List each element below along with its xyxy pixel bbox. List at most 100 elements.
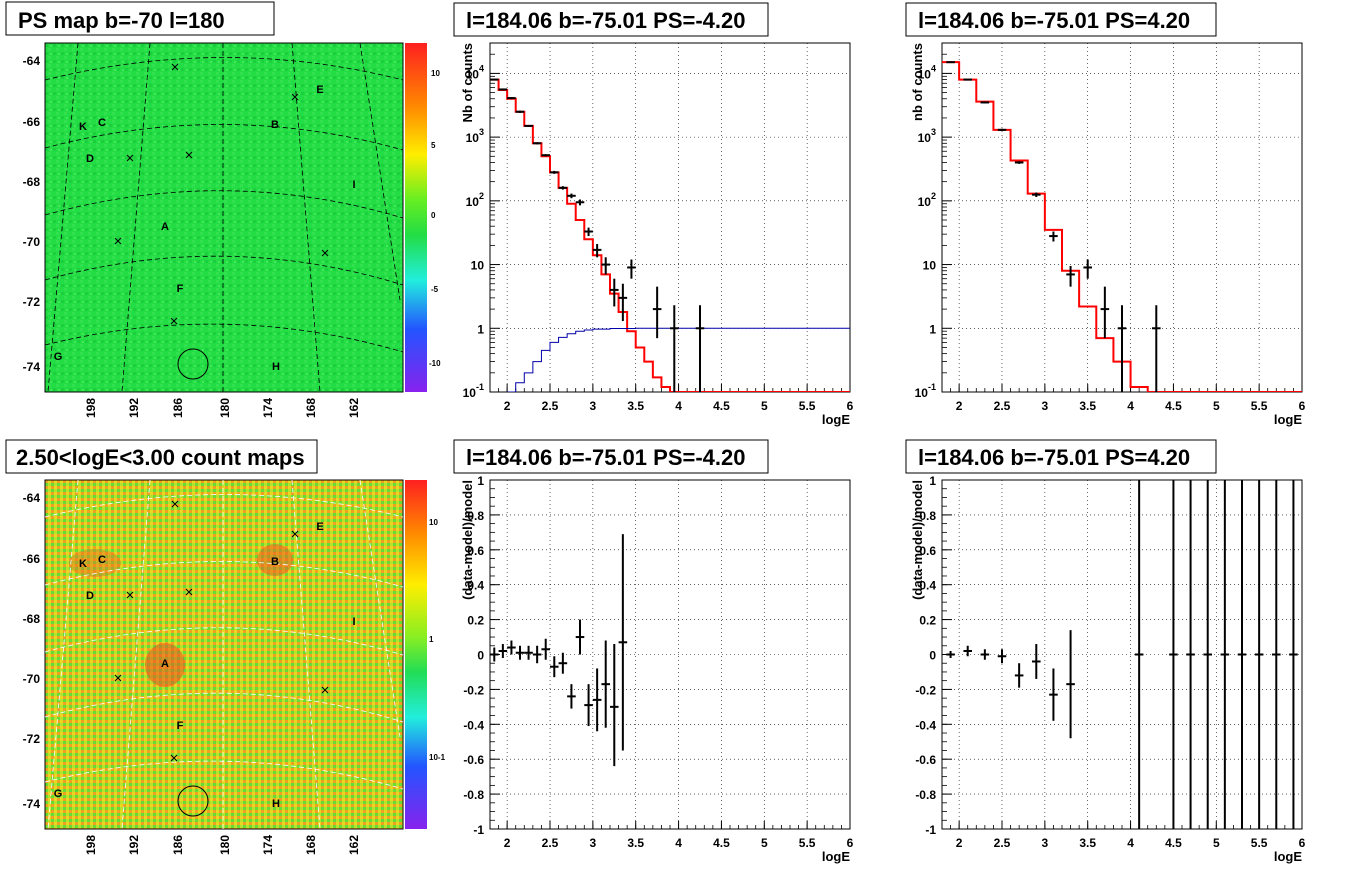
ps-y-tick: -64: [23, 54, 41, 68]
y-axis-label: (data-model)/model: [460, 480, 475, 600]
y-tick-label: -0.6: [463, 753, 484, 767]
cnt-x-tick: 162: [347, 835, 361, 855]
y-tick-label: 1: [929, 474, 936, 488]
y-tick-label: -1: [473, 823, 484, 837]
y-tick-label: 1: [477, 322, 484, 336]
ps-colorbar-tick: 5: [431, 141, 436, 150]
y-tick-label: -0.6: [915, 753, 936, 767]
y-tick-label: 102: [918, 191, 936, 209]
x-tick-label: 3: [1042, 399, 1049, 413]
ps-y-tick: -72: [23, 295, 41, 309]
cnt-y-tick: -66: [23, 552, 41, 566]
ps-colorbar-tick: 10: [431, 69, 440, 78]
source-label: K: [79, 558, 87, 570]
x-tick-label: 6: [1299, 399, 1306, 413]
x-tick-label: 4.5: [1165, 399, 1182, 413]
y-tick-label: 0.8: [467, 509, 484, 523]
ps-colorbar-tick: -5: [431, 285, 439, 294]
count-map-title: 2.50<logE<3.00 count maps: [16, 445, 305, 470]
chart-title: l=184.06 b=-75.01 PS=4.20: [918, 445, 1190, 470]
cnt-colorbar-tick: 1: [429, 635, 434, 644]
x-tick-label: 4: [1127, 399, 1134, 413]
chart-title: l=184.06 b=-75.01 PS=4.20: [918, 8, 1190, 33]
cnt-x-tick: 192: [127, 835, 141, 855]
chart-title-box: [453, 439, 769, 474]
y-tick-label: 10: [923, 259, 937, 273]
x-tick-label: 5.5: [1251, 836, 1268, 850]
residual-chart-ps-pos: l=184.06 b=-75.01 PS=4.20 2 2.5 3 3.5 4 4.5 5 5.…: [905, 439, 1306, 864]
cnt-x-tick: 174: [261, 835, 275, 855]
y-tick-label: 10: [471, 259, 485, 273]
ps-map-target-circle: [177, 348, 209, 380]
ps-map-image: [45, 43, 403, 392]
ps-y-tick: -66: [23, 115, 41, 129]
y-tick-label: 0.4: [467, 579, 484, 593]
model-step-line: [490, 78, 850, 392]
count-map-colorbar: [405, 480, 427, 829]
cnt-colorbar-tick: 10: [429, 518, 438, 527]
ps-colorbar-tick: 0: [431, 211, 436, 220]
x-axis-label: logE: [822, 412, 850, 427]
x-axis-label: logE: [1274, 849, 1302, 864]
x-tick-label: 4: [1127, 836, 1134, 850]
x-tick-label: 3: [1042, 836, 1049, 850]
source-label: D: [86, 153, 94, 165]
chart-title: l=184.06 b=-75.01 PS=-4.20: [466, 445, 745, 470]
source-label: F: [177, 720, 184, 732]
y-tick-label: -0.2: [915, 683, 936, 697]
source-label: C: [98, 117, 106, 129]
y-tick-label: -0.2: [463, 683, 484, 697]
count-map-coordinate-grid: [44, 479, 404, 830]
ps-map-colorbar: [405, 43, 427, 392]
ps-x-tick: 180: [218, 398, 232, 418]
source-label: I: [352, 179, 355, 191]
chart-title-box: [905, 439, 1217, 474]
x-tick-label: 2: [956, 836, 963, 850]
y-tick-label: 103: [466, 127, 484, 145]
cnt-colorbar-tick: 10-1: [429, 753, 446, 762]
ps-map-title-box: [5, 1, 275, 36]
x-tick-label: 5.5: [1251, 399, 1268, 413]
plot-frame: [489, 42, 851, 393]
y-tick-label: -0.8: [915, 788, 936, 802]
x-tick-label: 3: [590, 399, 597, 413]
ps-map-x-axis: 198 192 186 180 174 168 162: [84, 398, 361, 418]
source-label: K: [79, 121, 87, 133]
ps-map-crosses: [114, 63, 329, 325]
x-tick-label: 3.5: [627, 399, 644, 413]
y-tick-label: 0.2: [467, 614, 484, 628]
x-tick-label: 6: [1299, 836, 1306, 850]
source-label: B: [271, 119, 279, 131]
count-map-title-box: [5, 439, 318, 474]
spectrum-chart-ps-pos: l=184.06 b=-75.01 PS=4.20 2 2.5 3 3.5 4 4.5 5 5.…: [905, 2, 1306, 427]
source-label: E: [316, 84, 323, 96]
x-tick-label: 2.5: [542, 836, 559, 850]
ps-x-tick: 168: [304, 398, 318, 418]
y-tick-label: 10-1: [915, 382, 936, 400]
cnt-y-tick: -68: [23, 612, 41, 626]
chart-title: l=184.06 b=-75.01 PS=-4.20: [466, 8, 745, 33]
x-tick-label: 6: [847, 399, 854, 413]
y-tick-label: 0: [477, 649, 484, 663]
ps-y-tick: -70: [23, 235, 41, 249]
plot-area: [942, 61, 1302, 392]
x-tick-label: 5: [761, 399, 768, 413]
ps-colorbar-ticks: 10 5 0 -5 -10: [429, 69, 441, 368]
x-tick-label: 6: [847, 836, 854, 850]
y-tick-label: 10-1: [463, 382, 484, 400]
ps-x-tick: 192: [127, 398, 141, 418]
cnt-x-tick: 180: [218, 835, 232, 855]
count-map-y-axis: -64 -66 -68 -70 -72 -74: [23, 491, 41, 811]
x-tick-label: 3: [590, 836, 597, 850]
x-tick-label: 2: [504, 836, 511, 850]
y-axis-label: (data-model)/model: [910, 480, 925, 600]
ps-map-panel: PS map b=-70 l=180 A B C D E F G H I K: [5, 1, 441, 418]
count-map-x-axis: 198 192 186 180 174 168 162: [84, 835, 361, 855]
x-tick-label: 2: [504, 399, 511, 413]
source-label: A: [161, 221, 169, 233]
x-tick-label: 5.5: [799, 836, 816, 850]
count-map-panel: 2.50<logE<3.00 count maps: [5, 439, 446, 855]
y-tick-label: 0.8: [919, 509, 936, 523]
x-tick-label: 3.5: [627, 836, 644, 850]
